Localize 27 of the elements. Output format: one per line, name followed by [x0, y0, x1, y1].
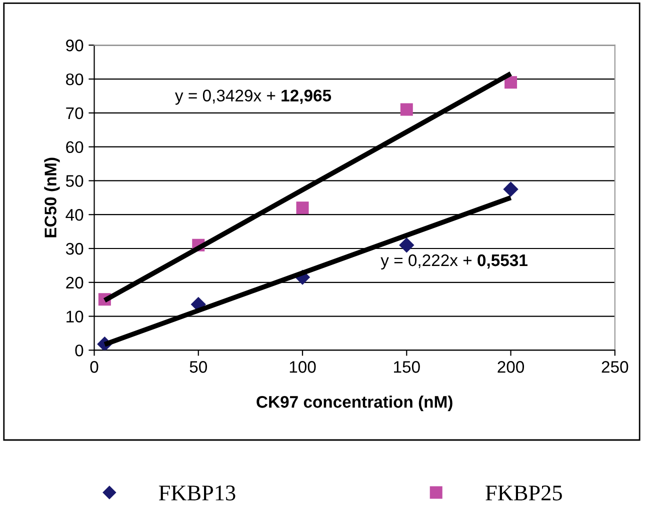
annotation: y = 0,222x + 0,5531	[380, 254, 528, 270]
point	[503, 182, 518, 197]
x-tick-label: 0	[90, 361, 98, 373]
y-tick-label: 90	[66, 40, 84, 52]
x-tick-label: 100	[290, 361, 316, 373]
y-tick-label: 70	[66, 107, 84, 120]
y-tick-label: 60	[66, 141, 84, 154]
y-tick-label: 40	[66, 209, 84, 221]
annotation: y = 0,3429x + 12,965	[174, 90, 332, 105]
point	[399, 238, 414, 253]
y-tick-label: 50	[66, 175, 84, 187]
y-tick-label: 80	[66, 73, 84, 86]
x-tick-label: 50	[190, 361, 207, 373]
y-tick-label: 30	[66, 242, 84, 255]
y-tick-label: 0	[75, 344, 84, 356]
x-tick-label: 150	[394, 361, 420, 373]
x-tick-label: 200	[498, 361, 524, 373]
y-tick-label: 10	[66, 310, 84, 322]
x-tick-label: 250	[602, 361, 628, 373]
x-axis-title: CK97 concentration (nM)	[256, 396, 452, 412]
point	[504, 76, 518, 89]
legend-label: FKBP25	[486, 486, 562, 500]
point	[400, 103, 413, 116]
y-tick-label: 20	[66, 276, 84, 289]
point	[296, 202, 309, 214]
legend-label: FKBP13	[158, 486, 236, 500]
y-axis-title: EC50 (nM)	[44, 158, 60, 238]
